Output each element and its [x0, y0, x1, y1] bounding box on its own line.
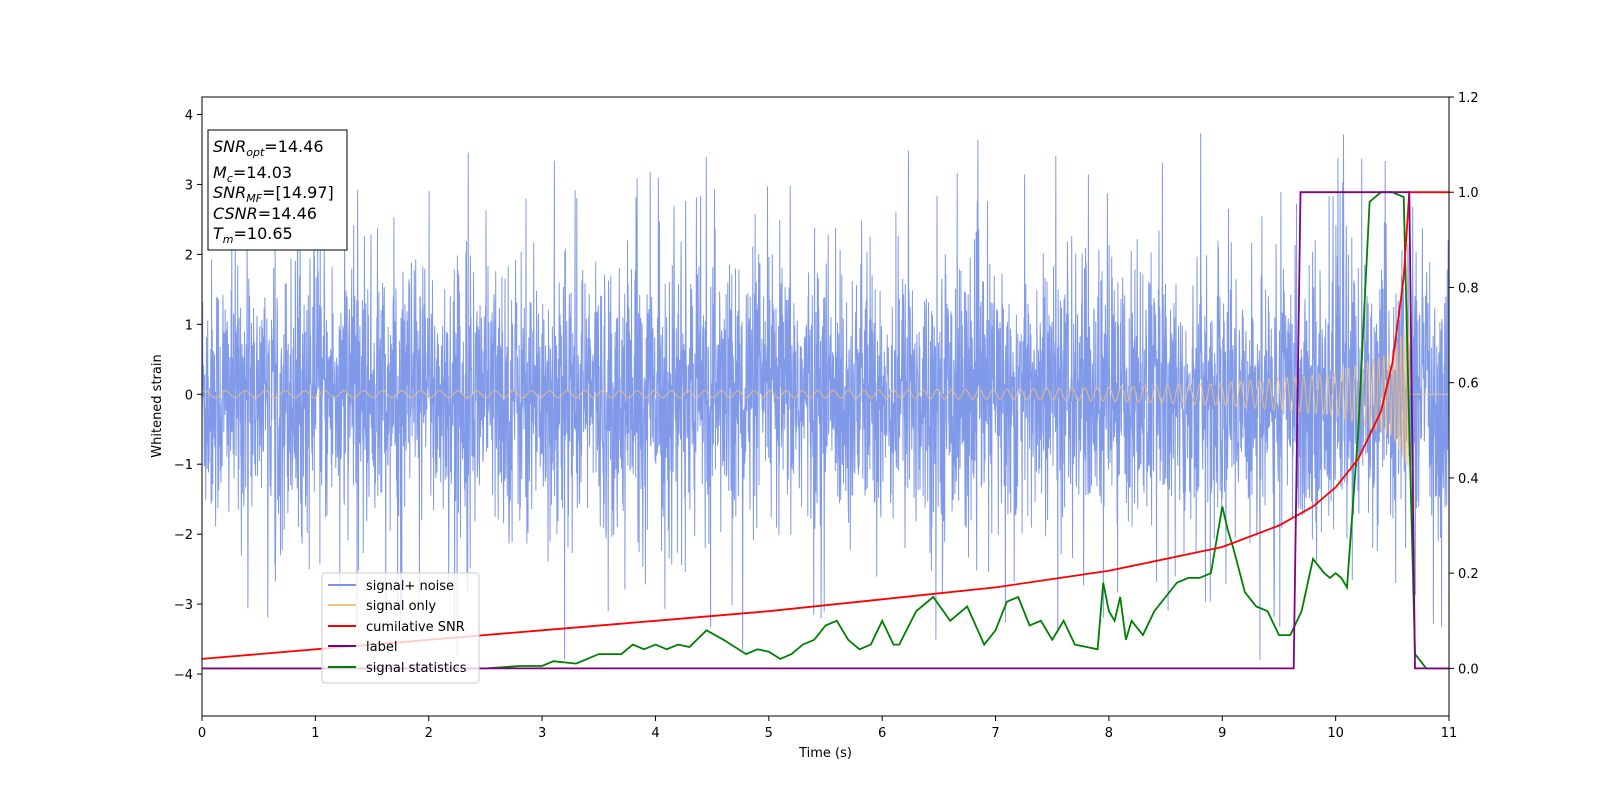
- series-signal-statistics-line: [202, 191, 1449, 670]
- y-axis-label: Whitened strain: [150, 354, 165, 457]
- x-tick-label: 11: [1441, 726, 1458, 741]
- annotation-tm: Tm=10.65: [213, 224, 293, 246]
- y-left-tick-label: 3: [185, 178, 193, 193]
- y-left-tick-label: −3: [174, 598, 193, 613]
- series-label-line: [202, 191, 1449, 670]
- y-right-tick-label: 0.2: [1458, 567, 1479, 582]
- y-left-tick-label: −1: [174, 458, 193, 473]
- y-left-tick-label: 1: [185, 318, 193, 333]
- y-right-tick-label: 1.2: [1458, 91, 1479, 106]
- y-right-tick-label: 0.8: [1458, 281, 1479, 296]
- x-tick-label: 0: [198, 726, 206, 741]
- annotation-snr-mf: SNRMF=[14.97]: [213, 183, 334, 205]
- annotation-box: SNRopt=14.46 Mc=14.03 SNRMF=[14.97] CSNR…: [207, 129, 348, 251]
- y-left-tick-label: 4: [185, 108, 193, 123]
- y-left-tick-label: −2: [174, 528, 193, 543]
- legend-label-cumulative-snr: cumilative SNR: [366, 620, 465, 635]
- x-tick-label: 6: [878, 726, 886, 741]
- x-tick-label: 7: [991, 726, 999, 741]
- x-tick-label: 1: [311, 726, 319, 741]
- y-left-tick-label: 2: [185, 248, 193, 263]
- x-tick-label: 8: [1105, 726, 1113, 741]
- legend-label-signal-noise: signal+ noise: [366, 579, 454, 594]
- x-tick-label: 2: [425, 726, 433, 741]
- annotation-csnr: CSNR=14.46: [213, 204, 317, 223]
- series-signal-only-line: [202, 318, 1449, 467]
- x-axis-label: Time (s): [798, 746, 852, 761]
- plot-frame: [201, 96, 1450, 717]
- x-tick-label: 3: [538, 726, 546, 741]
- y-right-tick-label: 0.6: [1458, 377, 1479, 392]
- series-cumulative-snr-line: [202, 191, 1449, 660]
- legend-label-signal-statistics: signal statistics: [366, 661, 467, 676]
- y-right-tick-label: 1.0: [1458, 186, 1479, 201]
- y-left-tick-label: 0: [185, 388, 193, 403]
- legend: signal+ noise signal only cumilative SNR…: [321, 572, 480, 684]
- x-tick-label: 5: [765, 726, 773, 741]
- series-signal-noise-line: [202, 130, 1449, 660]
- x-tick-label: 10: [1327, 726, 1344, 741]
- x-tick-label: 4: [651, 726, 659, 741]
- y-right-tick-label: 0.4: [1458, 472, 1479, 487]
- legend-label-label: label: [366, 640, 397, 655]
- annotation-snr-opt: SNRopt=14.46: [213, 137, 324, 159]
- y-left-tick-label: −4: [174, 668, 193, 683]
- x-tick-label: 9: [1218, 726, 1226, 741]
- legend-label-signal-only: signal only: [366, 599, 436, 614]
- y-right-tick-label: 0.0: [1458, 662, 1479, 677]
- annotation-mc: Mc=14.03: [213, 163, 292, 185]
